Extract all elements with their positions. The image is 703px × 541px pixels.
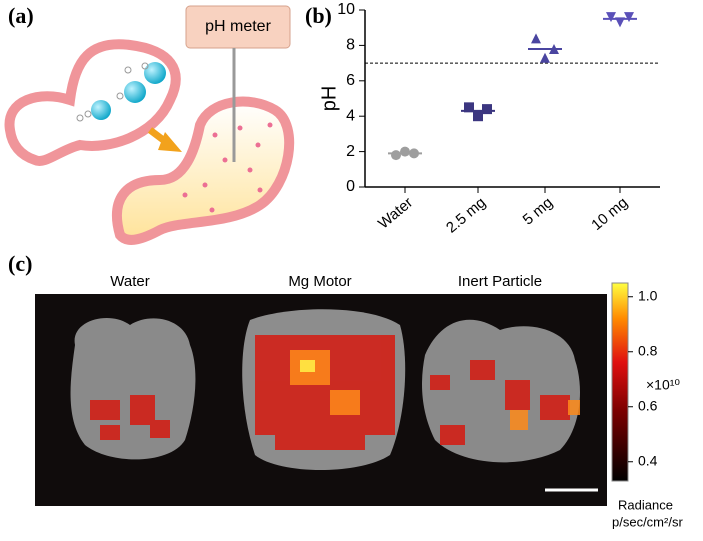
colorbar-tick-label: 1.0 <box>638 287 658 303</box>
data-point <box>409 148 419 159</box>
x-tick-label: 5 mg <box>520 194 556 228</box>
data-point <box>400 146 410 157</box>
chart: 0 2 4 6 8 10 pH Water 2.5 mg 5 mg 10 mg <box>318 1 660 237</box>
image-title: Inert Particle <box>458 273 542 290</box>
y-tick-label: 0 <box>346 178 355 195</box>
data-point <box>624 12 634 23</box>
colorbar-tick-label: 0.8 <box>638 342 658 358</box>
panel-label: (c) <box>8 251 32 276</box>
x-tick-label: 2.5 mg <box>443 194 489 237</box>
colorbar-tick-label: 0.4 <box>638 452 658 468</box>
y-tick-label: 4 <box>346 107 355 124</box>
data-point <box>473 111 483 122</box>
y-tick-label: 2 <box>346 143 355 160</box>
colorbar-tick-label: 0.6 <box>638 397 658 413</box>
image-title: Mg Motor <box>288 273 351 290</box>
data-point <box>606 12 616 23</box>
data-point <box>540 52 550 63</box>
x-tick-label: 10 mg <box>588 194 631 234</box>
data-point <box>615 17 625 28</box>
stomach-diagram <box>4 5 295 245</box>
y-tick-label: 6 <box>346 72 355 89</box>
colorbar-label: Radiance <box>618 497 673 512</box>
data-point <box>549 43 559 54</box>
image-title: Water <box>110 273 149 290</box>
colorbar-exponent: ×10¹⁰ <box>646 377 680 393</box>
data-point <box>464 102 474 113</box>
y-tick-label: 8 <box>346 37 355 54</box>
panel-label: (a) <box>8 3 34 28</box>
y-tick-label: 10 <box>337 1 355 18</box>
fluorescence-image <box>35 294 607 506</box>
colorbar <box>611 282 629 482</box>
data-point <box>391 150 401 161</box>
panel-label: (b) <box>305 3 332 28</box>
meter-label: pH meter <box>205 18 271 35</box>
y-axis-label: pH <box>318 86 340 112</box>
image-labels: Water Mg Motor Inert Particle 0.4 0.6 0.8 1.0 ×… <box>110 273 683 529</box>
x-tick-label: Water <box>375 194 416 232</box>
data-point <box>531 33 541 44</box>
colorbar-units: p/sec/cm²/sr <box>612 514 683 529</box>
data-point <box>482 104 492 115</box>
